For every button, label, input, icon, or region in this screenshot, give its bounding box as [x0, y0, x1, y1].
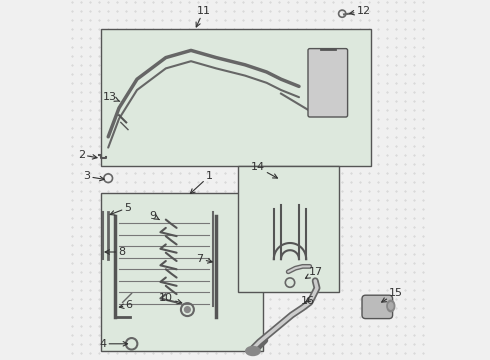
- Text: 8: 8: [105, 247, 125, 257]
- Text: 7: 7: [196, 254, 212, 264]
- Circle shape: [185, 307, 190, 312]
- Text: 1: 1: [190, 171, 212, 193]
- Text: 16: 16: [301, 296, 315, 306]
- Ellipse shape: [389, 303, 393, 309]
- Text: 17: 17: [305, 267, 323, 278]
- Ellipse shape: [387, 300, 395, 312]
- Text: 11: 11: [196, 6, 211, 27]
- Ellipse shape: [245, 346, 260, 355]
- Text: 6: 6: [120, 300, 132, 310]
- Text: 5: 5: [110, 203, 131, 215]
- FancyBboxPatch shape: [362, 295, 392, 319]
- FancyBboxPatch shape: [101, 193, 263, 351]
- Text: 4: 4: [99, 339, 127, 349]
- FancyBboxPatch shape: [238, 166, 339, 292]
- Text: 13: 13: [103, 92, 120, 102]
- FancyBboxPatch shape: [308, 49, 347, 117]
- FancyBboxPatch shape: [101, 29, 371, 166]
- Text: 9: 9: [149, 211, 159, 221]
- Text: 3: 3: [83, 171, 104, 181]
- Text: 10: 10: [159, 293, 182, 304]
- Text: 12: 12: [350, 6, 371, 16]
- Text: 2: 2: [78, 150, 97, 160]
- Text: 15: 15: [382, 288, 403, 302]
- Text: 14: 14: [251, 162, 277, 178]
